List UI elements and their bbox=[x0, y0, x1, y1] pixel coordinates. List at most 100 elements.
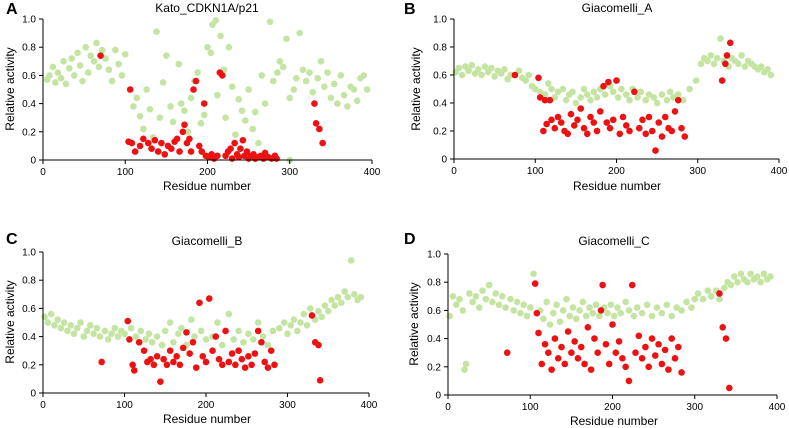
significant-point bbox=[675, 343, 682, 351]
nonsignificant-point bbox=[757, 278, 764, 286]
significant-point bbox=[316, 125, 323, 133]
nonsignificant-point bbox=[544, 80, 552, 87]
nonsignificant-point bbox=[637, 88, 645, 96]
nonsignificant-point bbox=[142, 336, 149, 343]
significant-point bbox=[587, 113, 594, 121]
significant-point bbox=[597, 307, 605, 314]
significant-point bbox=[176, 361, 184, 369]
y-tick-label: 0 bbox=[30, 389, 36, 400]
nonsignificant-point bbox=[495, 301, 503, 309]
nonsignificant-point bbox=[566, 312, 574, 320]
significant-point bbox=[567, 110, 575, 118]
significant-point bbox=[222, 327, 229, 335]
panel-a: A Kato_CDKN1A/p21 Relative activity Resi… bbox=[3, 1, 381, 193]
nonsignificant-point bbox=[357, 293, 365, 301]
nonsignificant-point bbox=[240, 338, 247, 346]
nonsignificant-point bbox=[127, 324, 135, 332]
nonsignificant-point bbox=[543, 298, 550, 306]
panel-letter-b: B bbox=[404, 1, 416, 18]
significant-point bbox=[126, 336, 133, 343]
nonsignificant-point bbox=[546, 321, 554, 328]
nonsignificant-point bbox=[266, 18, 274, 26]
nonsignificant-point bbox=[699, 295, 707, 303]
significant-point bbox=[642, 130, 650, 138]
nonsignificant-point bbox=[692, 77, 700, 84]
significant-point bbox=[645, 363, 652, 371]
nonsignificant-point bbox=[634, 94, 641, 101]
significant-point bbox=[545, 349, 552, 357]
nonsignificant-point bbox=[697, 60, 705, 68]
significant-point bbox=[558, 343, 565, 351]
nonsignificant-point bbox=[658, 91, 666, 98]
y-tick-label: 0.4 bbox=[433, 99, 447, 110]
significant-point bbox=[564, 328, 572, 335]
significant-point bbox=[248, 361, 255, 369]
significant-point bbox=[722, 335, 730, 342]
nonsignificant-point bbox=[334, 293, 342, 301]
nonsignificant-point bbox=[204, 43, 211, 51]
nonsignificant-point bbox=[118, 72, 126, 79]
significant-point bbox=[258, 338, 265, 346]
nonsignificant-point bbox=[630, 312, 638, 320]
nonsignificant-point bbox=[249, 125, 257, 133]
x-tick-label: 200 bbox=[199, 167, 216, 178]
nonsignificant-point bbox=[478, 71, 485, 79]
significant-point bbox=[235, 347, 242, 355]
significant-point bbox=[179, 128, 187, 136]
significant-point bbox=[568, 349, 575, 357]
nonsignificant-point bbox=[188, 316, 195, 323]
significant-point bbox=[186, 350, 193, 357]
nonsignificant-point bbox=[481, 63, 489, 70]
nonsignificant-point bbox=[293, 327, 301, 335]
nonsignificant-point bbox=[721, 284, 728, 292]
nonsignificant-point bbox=[455, 64, 463, 72]
significant-point bbox=[151, 136, 159, 144]
nonsignificant-point bbox=[145, 330, 153, 338]
nonsignificant-point bbox=[96, 333, 104, 340]
significant-point bbox=[645, 113, 653, 121]
significant-point bbox=[599, 281, 606, 289]
significant-point bbox=[719, 324, 727, 331]
nonsignificant-point bbox=[64, 327, 71, 335]
nonsignificant-point bbox=[214, 91, 221, 99]
nonsignificant-point bbox=[115, 60, 122, 68]
nonsignificant-point bbox=[353, 97, 361, 105]
nonsignificant-point bbox=[767, 273, 774, 280]
significant-point bbox=[639, 116, 646, 124]
nonsignificant-point bbox=[306, 69, 313, 76]
x-axis-label-d: Residue number bbox=[570, 414, 658, 428]
nonsignificant-point bbox=[710, 60, 718, 68]
nonsignificant-point bbox=[530, 270, 537, 278]
significant-point bbox=[153, 353, 161, 360]
nonsignificant-point bbox=[717, 35, 724, 42]
nonsignificant-point bbox=[222, 114, 229, 121]
nonsignificant-point bbox=[287, 322, 295, 329]
nonsignificant-point bbox=[563, 295, 570, 303]
nonsignificant-point bbox=[648, 312, 656, 320]
nonsignificant-point bbox=[735, 60, 742, 68]
nonsignificant-point bbox=[531, 85, 539, 93]
nonsignificant-point bbox=[562, 96, 570, 104]
nonsignificant-point bbox=[576, 307, 583, 314]
nonsignificant-point bbox=[321, 302, 329, 309]
significant-point bbox=[540, 127, 547, 135]
significant-point bbox=[594, 349, 601, 357]
nonsignificant-point bbox=[214, 319, 221, 326]
significant-point bbox=[723, 52, 731, 59]
nonsignificant-point bbox=[522, 77, 529, 84]
x-tick-label: 100 bbox=[117, 167, 134, 178]
panel-d: D Giacomelli_C Relative activity Residue… bbox=[404, 231, 786, 428]
nonsignificant-point bbox=[488, 64, 495, 72]
nonsignificant-point bbox=[350, 86, 358, 93]
nonsignificant-point bbox=[245, 86, 252, 93]
x-tick-label: 400 bbox=[361, 400, 378, 411]
nonsignificant-point bbox=[643, 301, 651, 309]
x-tick-label: 0 bbox=[40, 167, 46, 178]
significant-point bbox=[254, 327, 262, 335]
significant-point bbox=[635, 124, 643, 132]
x-tick-label: 200 bbox=[608, 166, 625, 177]
nonsignificant-point bbox=[121, 50, 129, 58]
nonsignificant-point bbox=[230, 336, 238, 343]
nonsignificant-point bbox=[515, 67, 523, 75]
nonsignificant-point bbox=[668, 312, 676, 320]
